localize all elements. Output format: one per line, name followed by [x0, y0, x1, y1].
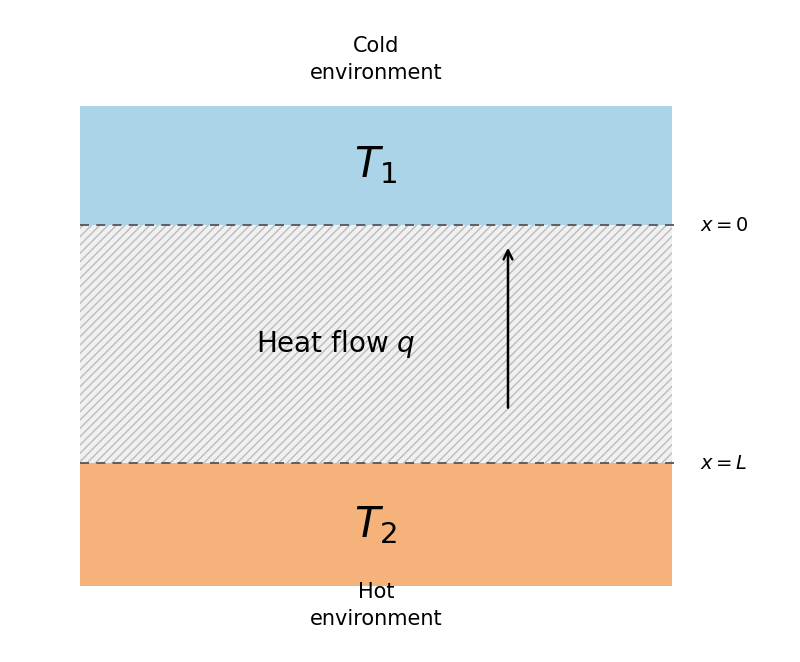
Text: $x = L$: $x = L$: [700, 454, 748, 473]
Text: $T_1$: $T_1$: [354, 144, 398, 187]
Text: Heat flow $q$: Heat flow $q$: [257, 328, 415, 360]
Bar: [80, 225, 672, 463]
Text: Cold
environment: Cold environment: [310, 36, 442, 83]
Bar: [80, 463, 672, 586]
Text: $x = 0$: $x = 0$: [700, 216, 749, 234]
Bar: [80, 106, 672, 225]
Text: $T_2$: $T_2$: [354, 504, 398, 545]
Text: Hot
environment: Hot environment: [310, 583, 442, 629]
